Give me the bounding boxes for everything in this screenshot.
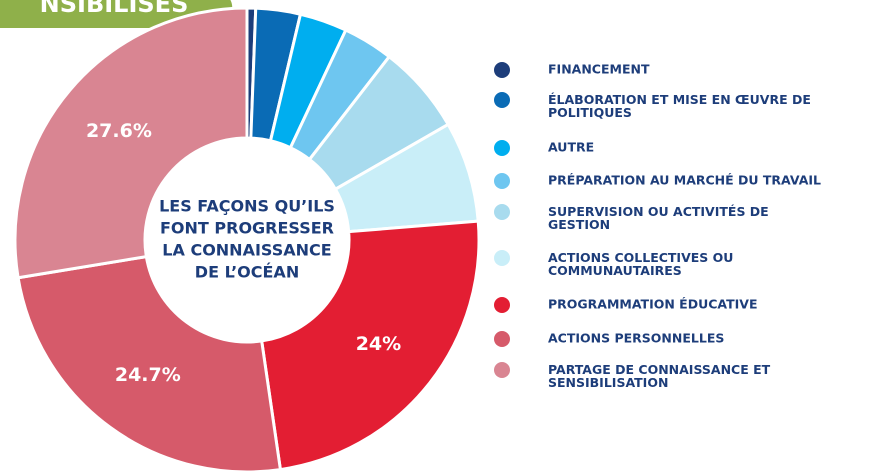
slice [16, 254, 283, 474]
legend-label: ACTIONS PERSONNELLES [548, 331, 724, 346]
center-label: LA CONNAISSANCE [162, 241, 331, 260]
badge-text: NSIBILISÉS [40, 0, 189, 18]
legend-label: PARTAGE DE CONNAISSANCE ET SENSIBILISATIO… [548, 362, 771, 390]
legend-dot [494, 173, 510, 189]
legend-label: AUTRE [548, 140, 594, 155]
legend-dot [494, 331, 510, 347]
value-label: 24% [356, 333, 401, 355]
legend-label: SUPERVISION OU ACTIVITÉS DE GESTION [548, 204, 769, 232]
legend-dot [494, 250, 510, 266]
legend-dot [494, 92, 510, 108]
value-label: 24.7% [115, 364, 181, 386]
legend-label: FINANCEMENT [548, 62, 650, 77]
center-label: LES FAÇONS QU’ILS [159, 197, 335, 216]
legend-dot [494, 62, 510, 78]
slice [259, 219, 481, 472]
legend-dot [494, 204, 510, 220]
legend-dot [494, 140, 510, 156]
center-label: DE L’OCÉAN [195, 263, 299, 282]
legend-label: ÉLABORATION ET MISE EN ŒUVRE DE POLITIQUE… [548, 92, 811, 120]
legend-dot [494, 362, 510, 378]
legend-label: ACTIONS COLLECTIVES OU COMMUNAUTAIRES [548, 250, 733, 278]
legend-label: PRÉPARATION AU MARCHÉ DU TRAVAIL [548, 173, 821, 188]
legend-dot [494, 297, 510, 313]
value-label: 27.6% [86, 120, 152, 142]
center-label: FONT PROGRESSER [160, 219, 334, 238]
slice [13, 6, 249, 280]
legend-label: PROGRAMMATION ÉDUCATIVE [548, 297, 758, 312]
